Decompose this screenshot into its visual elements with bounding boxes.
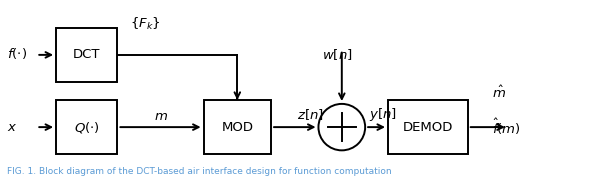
- Ellipse shape: [318, 104, 365, 150]
- Text: $m$: $m$: [155, 110, 168, 123]
- Text: $z[n]$: $z[n]$: [297, 107, 323, 122]
- Text: $\{F_k\}$: $\{F_k\}$: [130, 16, 160, 32]
- Text: DCT: DCT: [73, 48, 100, 61]
- FancyBboxPatch shape: [388, 100, 468, 154]
- FancyBboxPatch shape: [56, 28, 118, 82]
- Text: DEMOD: DEMOD: [403, 121, 453, 134]
- Text: $Q(\cdot)$: $Q(\cdot)$: [74, 120, 100, 135]
- Text: FIG. 1. Block diagram of the DCT-based air interface design for function computa: FIG. 1. Block diagram of the DCT-based a…: [7, 167, 391, 176]
- Text: $\hat{m}$: $\hat{m}$: [492, 85, 506, 101]
- FancyBboxPatch shape: [203, 100, 271, 154]
- Text: MOD: MOD: [221, 121, 253, 134]
- Text: $w[n]$: $w[n]$: [322, 47, 352, 62]
- Text: $x$: $x$: [7, 121, 17, 134]
- FancyBboxPatch shape: [56, 100, 118, 154]
- Text: $\hat{f}(m)$: $\hat{f}(m)$: [492, 117, 521, 137]
- Text: $y[n]$: $y[n]$: [370, 106, 397, 123]
- Text: $f(\cdot)$: $f(\cdot)$: [7, 46, 27, 62]
